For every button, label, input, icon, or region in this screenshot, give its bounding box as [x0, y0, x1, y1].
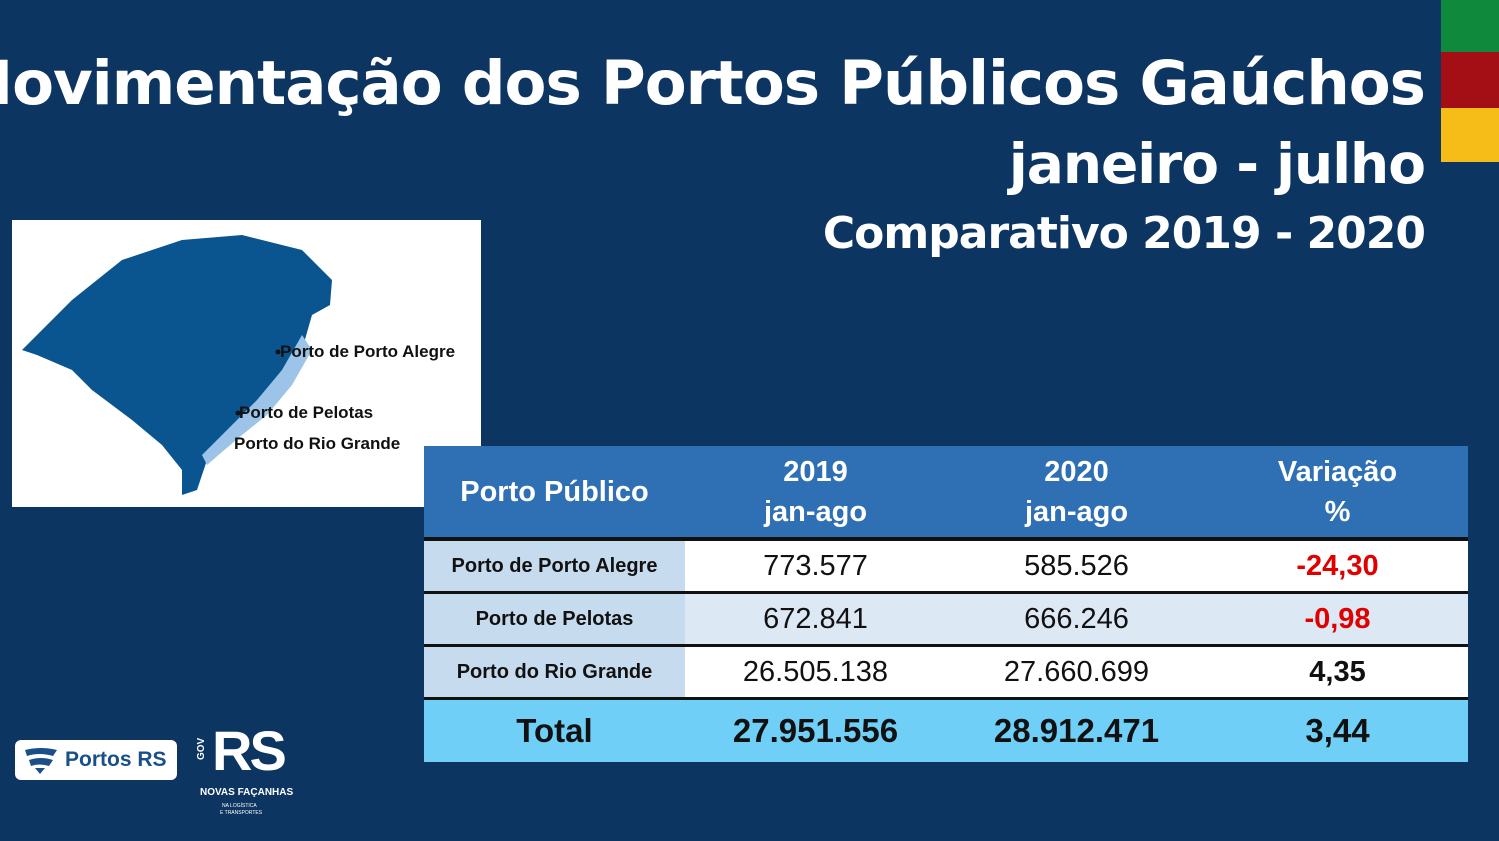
map: [22, 235, 332, 495]
header-cell: Variação%: [1207, 446, 1468, 541]
map-label: Porto do Rio Grande: [234, 434, 401, 453]
row: Porto do Rio Grande 26.505.138 27.660.69…: [424, 645, 1468, 700]
header-text: jan-ago: [1024, 495, 1129, 528]
cell: 26.505.138: [685, 645, 946, 700]
portos-icon: [25, 748, 57, 774]
portos-text: Portos RS: [65, 748, 167, 771]
map-box: Porto de Porto Alegre Porto de Pelotas P…: [12, 220, 481, 507]
header-text: 2019: [783, 455, 848, 488]
marker: [235, 410, 241, 416]
flag-yellow: [1441, 108, 1499, 162]
cell: Total: [424, 698, 685, 762]
state-shape: [22, 235, 332, 495]
cell: 28.912.471: [946, 698, 1207, 762]
header-text: Porto Público: [460, 475, 649, 508]
cell: 3,44: [1207, 698, 1468, 762]
gov-text: GOV: [196, 737, 207, 760]
cell: 27.660.699: [946, 645, 1207, 700]
table: Porto Público 2019 jan-ago 2020 jan-ago Va…: [424, 446, 1468, 762]
total-row: Total 27.951.556 28.912.471 3,44: [424, 698, 1468, 762]
flag-red: [1441, 52, 1499, 108]
cell: Porto de Porto Alegre: [424, 539, 685, 594]
cell: 4,35: [1207, 645, 1468, 700]
rs-text: RS: [212, 719, 287, 782]
cell: -0,98: [1207, 592, 1468, 647]
cell: Porto do Rio Grande: [424, 645, 685, 700]
subtitle: janeiro - julho: [1008, 132, 1426, 196]
comparison: Comparativo 2019 - 2020: [822, 208, 1426, 259]
header-cell: 2019 jan-ago: [685, 446, 946, 541]
cell: 27.951.556: [685, 698, 946, 762]
cell: 666.246: [946, 592, 1207, 647]
header-cell: 2020 jan-ago: [946, 446, 1207, 541]
cell: 672.841: [685, 592, 946, 647]
row: Porto de Porto Alegre 773.577 585.526 -2…: [424, 539, 1468, 594]
marker: [275, 349, 281, 355]
header-cell: Porto Público: [424, 446, 685, 541]
header-text: Variação: [1277, 455, 1398, 488]
cell: Porto de Pelotas: [424, 592, 685, 647]
portos-logo: Portos RS: [15, 740, 177, 780]
flag-green: [1441, 0, 1499, 52]
header-text: jan-ago: [763, 495, 868, 528]
tagline-sub: NA LOGÍSTICA: [222, 803, 257, 809]
map-label: Porto de Porto Alegre: [280, 342, 456, 361]
lagoon: [202, 335, 312, 465]
map-label: Porto de Pelotas: [239, 403, 374, 422]
title: Movimentação dos Portos Públicos Gaúchos: [0, 48, 1426, 119]
header-text: %: [1324, 495, 1351, 528]
row: Porto de Pelotas 672.841 666.246 -0,98: [424, 592, 1468, 647]
cell: 773.577: [685, 539, 946, 594]
tagline-sub: E TRANSPORTES: [220, 810, 263, 816]
cell: -24,30: [1207, 539, 1468, 594]
header-text: 2020: [1044, 455, 1109, 488]
cell: 585.526: [946, 539, 1207, 594]
tagline: NOVAS FAÇANHAS: [200, 787, 294, 798]
header-row: Porto Público 2019 jan-ago 2020 jan-ago Va…: [424, 446, 1468, 541]
